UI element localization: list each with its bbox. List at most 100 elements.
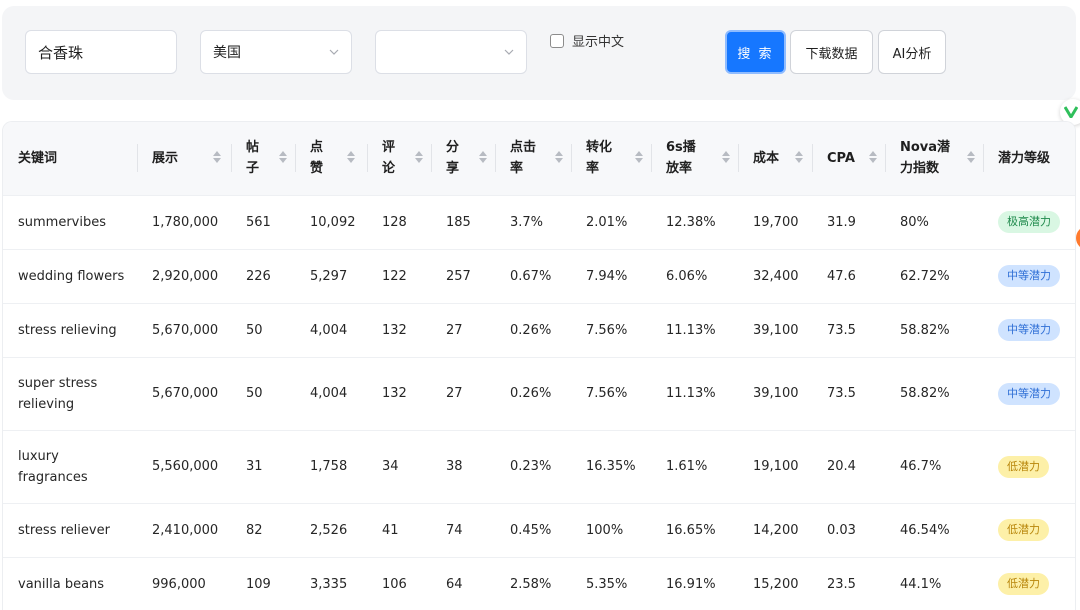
cell-cvr: 7.56% (571, 302, 651, 357)
potential-level-badge: 中等潜力 (998, 382, 1060, 405)
potential-level-badge: 低潜力 (998, 573, 1049, 596)
cell-shares: 257 (431, 248, 495, 303)
download-data-button[interactable]: 下载数据 (790, 30, 873, 74)
sort-icon[interactable] (479, 150, 487, 164)
column-header-label: 帖子 (246, 140, 260, 177)
show-chinese-label: 显示中文 (572, 35, 625, 50)
cell-nova: 80% (885, 194, 983, 249)
cell-level: 中等潜力 (983, 356, 1075, 430)
cell-likes: 2,526 (295, 502, 367, 557)
cell-cvr: 5.35% (571, 556, 651, 610)
column-header-label: 点赞 (310, 140, 324, 177)
sort-icon[interactable] (555, 150, 563, 164)
sort-icon[interactable] (967, 150, 975, 164)
column-header-label: 潜力等级 (998, 150, 1051, 166)
sort-icon[interactable] (415, 150, 423, 164)
cell-shares: 185 (431, 194, 495, 249)
ai-analysis-button[interactable]: AI分析 (878, 30, 946, 74)
cell-nova: 58.82% (885, 356, 983, 430)
column-header-nova[interactable]: Nova潜力指数 (885, 122, 983, 195)
cell-likes: 4,004 (295, 356, 367, 430)
cell-nova: 46.54% (885, 502, 983, 557)
column-header-label: CPA (827, 150, 855, 166)
column-header-cost[interactable]: 成本 (738, 122, 812, 195)
column-header-comments[interactable]: 评论 (367, 122, 431, 195)
sort-icon[interactable] (795, 150, 803, 164)
cell-shares: 27 (431, 356, 495, 430)
sort-icon[interactable] (869, 150, 877, 164)
cell-likes: 5,297 (295, 248, 367, 303)
column-header-label: 分享 (446, 140, 460, 177)
column-header-shares[interactable]: 分享 (431, 122, 495, 195)
cell-posts: 50 (231, 302, 295, 357)
side-widget-button[interactable] (1060, 99, 1080, 125)
column-header-label: 点击率 (510, 140, 537, 177)
cell-impressions: 5,560,000 (137, 429, 231, 503)
column-header-ctr[interactable]: 点击率 (495, 122, 571, 195)
sort-icon[interactable] (279, 150, 287, 164)
country-select[interactable]: 美国 (200, 30, 352, 74)
cell-nova: 58.82% (885, 302, 983, 357)
cell-cpa: 0.03 (812, 502, 885, 557)
cell-keyword: luxury fragrances (3, 429, 137, 503)
table-row[interactable]: vanilla beans 996,000 109 3,335 106 64 2.58% 5.… (3, 556, 1075, 610)
table-row[interactable]: super stress relieving 5,670,000 50 4,004 13… (3, 356, 1075, 430)
cell-level: 低潜力 (983, 556, 1075, 610)
cell-posts: 31 (231, 429, 295, 503)
cell-cost: 15,200 (738, 556, 812, 610)
cell-impressions: 2,410,000 (137, 502, 231, 557)
cell-cost: 14,200 (738, 502, 812, 557)
cell-nova: 44.1% (885, 556, 983, 610)
show-chinese-checkbox[interactable] (550, 33, 564, 48)
cell-impressions: 996,000 (137, 556, 231, 610)
table-row[interactable]: stress reliever 2,410,000 82 2,526 41 74 0.45%… (3, 502, 1075, 557)
cell-play6s: 16.91% (651, 556, 738, 610)
search-toolbar: 合香珠 美国 显示中文 搜 索 下载数据 AI分析 (2, 6, 1076, 100)
cell-level: 低潜力 (983, 429, 1075, 503)
secondary-select[interactable] (375, 30, 527, 74)
cell-ctr: 0.26% (495, 356, 571, 430)
cell-ctr: 0.67% (495, 248, 571, 303)
cell-level: 中等潜力 (983, 302, 1075, 357)
column-header-posts[interactable]: 帖子 (231, 122, 295, 195)
column-header-label: 6s播放率 (666, 140, 696, 177)
cell-cvr: 7.56% (571, 356, 651, 430)
cell-play6s: 6.06% (651, 248, 738, 303)
cell-comments: 128 (367, 194, 431, 249)
cell-cvr: 2.01% (571, 194, 651, 249)
sort-icon[interactable] (213, 150, 221, 164)
cell-shares: 64 (431, 556, 495, 610)
sort-icon[interactable] (347, 150, 355, 164)
column-header-cvr[interactable]: 转化率 (571, 122, 651, 195)
cell-play6s: 16.65% (651, 502, 738, 557)
keyword-input[interactable]: 合香珠 (25, 30, 177, 74)
potential-level-badge: 极高潜力 (998, 211, 1060, 233)
table-row[interactable]: wedding flowers 2,920,000 226 5,297 122 257 0.… (3, 248, 1075, 303)
potential-level-badge: 中等潜力 (998, 319, 1060, 341)
cell-cost: 19,700 (738, 194, 812, 249)
sort-icon[interactable] (722, 150, 730, 164)
cell-cvr: 100% (571, 502, 651, 557)
cell-cpa: 20.4 (812, 429, 885, 503)
cell-posts: 82 (231, 502, 295, 557)
chevron-down-icon (329, 49, 339, 55)
column-header-impressions[interactable]: 展示 (137, 122, 231, 195)
column-header-cpa[interactable]: CPA (812, 122, 885, 195)
column-header-keyword: 关键词 (3, 122, 137, 195)
cell-level: 低潜力 (983, 502, 1075, 557)
column-header-likes[interactable]: 点赞 (295, 122, 367, 195)
table-row[interactable]: summervibes 1,780,000 561 10,092 128 185 3.7% 2… (3, 194, 1075, 249)
side-float-tab[interactable] (1076, 226, 1080, 250)
cell-cvr: 16.35% (571, 429, 651, 503)
potential-level-badge: 低潜力 (998, 455, 1049, 478)
search-button[interactable]: 搜 索 (725, 30, 786, 74)
column-header-play6s[interactable]: 6s播放率 (651, 122, 738, 195)
table-row[interactable]: luxury fragrances 5,560,000 31 1,758 34 38 0.2… (3, 429, 1075, 503)
table-row[interactable]: stress relieving 5,670,000 50 4,004 132 27 0.2… (3, 302, 1075, 357)
cell-likes: 3,335 (295, 556, 367, 610)
sort-icon[interactable] (635, 150, 643, 164)
cell-impressions: 5,670,000 (137, 302, 231, 357)
show-chinese-toggle[interactable]: 显示中文 (550, 31, 624, 50)
cell-play6s: 1.61% (651, 429, 738, 503)
cell-cpa: 73.5 (812, 302, 885, 357)
